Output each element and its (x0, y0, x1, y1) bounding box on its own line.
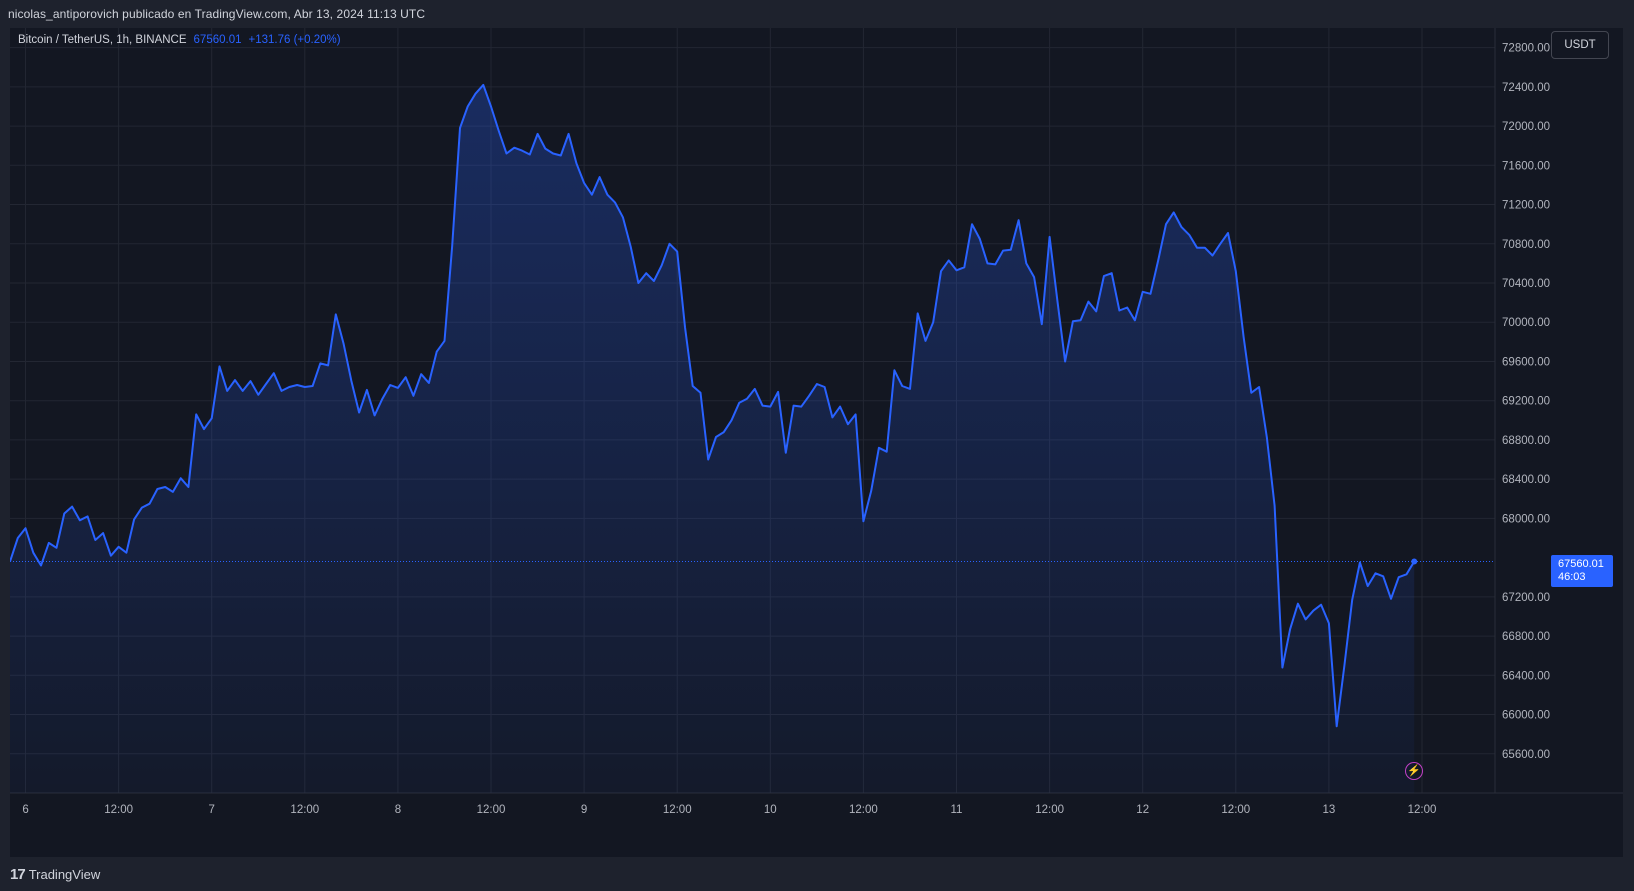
x-tick-label: 13 (1323, 804, 1336, 816)
x-tick-label: 12:00 (104, 804, 133, 816)
price-chart[interactable]: 72800.00 72400.00 72000.00 71600.00 71200.00… (10, 28, 1623, 857)
x-tick-label: 6 (22, 804, 28, 816)
y-tick-label: 70000.00 (1502, 317, 1550, 329)
y-tick-label: 68000.00 (1502, 513, 1550, 525)
tradingview-logo-icon[interactable]: 17 (10, 865, 26, 883)
x-tick-label: 12:00 (1408, 804, 1437, 816)
y-tick-label: 69200.00 (1502, 396, 1550, 408)
x-tick-label: 12:00 (849, 804, 878, 816)
y-tick-label: 72000.00 (1502, 121, 1550, 133)
x-tick-label: 10 (764, 804, 777, 816)
last-price-countdown: 46:03 (1558, 570, 1586, 583)
y-tick-label: 66800.00 (1502, 631, 1550, 643)
price-area-fill (10, 84, 1415, 793)
header-bar: nicolas_antiporovich publicado en Tradin… (0, 0, 1634, 28)
y-tick-label: 70800.00 (1502, 239, 1550, 251)
currency-selector-button[interactable]: USDT (1551, 31, 1609, 59)
y-tick-label: 71200.00 (1502, 200, 1550, 212)
x-tick-label: 9 (581, 804, 587, 816)
x-tick-label: 11 (951, 804, 963, 816)
legend-symbol[interactable]: Bitcoin / TetherUS, 1h, BINANCE (18, 34, 187, 46)
chart-legend[interactable]: Bitcoin / TetherUS, 1h, BINANCE 67560.01… (18, 34, 341, 46)
y-tick-label: 67200.00 (1502, 592, 1550, 604)
x-tick-label: 12:00 (290, 804, 319, 816)
y-tick-label: 66400.00 (1502, 670, 1550, 682)
y-tick-label: 65600.00 (1502, 749, 1550, 761)
last-price-tag: 67560.01 46:03 (1551, 554, 1613, 587)
legend-last-price: 67560.01 (193, 34, 242, 46)
y-tick-label: 68400.00 (1502, 474, 1550, 486)
tradingview-brand[interactable]: TradingView (28, 866, 101, 882)
last-price-tag-value: 67560.01 (1558, 557, 1604, 570)
chart-area[interactable]: 72800.00 72400.00 72000.00 71600.00 71200.00… (10, 28, 1623, 857)
footer-bar: 17 TradingView (0, 857, 1634, 891)
y-tick-label: 68800.00 (1502, 435, 1550, 447)
x-tick-label: 12:00 (477, 804, 506, 816)
currency-label: USDT (1564, 39, 1596, 51)
x-tick-label: 12 (1136, 804, 1149, 816)
y-tick-label: 72400.00 (1502, 82, 1550, 94)
price-series-line (10, 83, 1416, 728)
y-tick-label: 69600.00 (1502, 356, 1550, 368)
x-tick-label: 8 (395, 804, 401, 816)
legend-change: +131.76 (+0.20%) (248, 34, 341, 46)
y-tick-label: 66000.00 (1502, 710, 1550, 722)
x-tick-label: 7 (209, 804, 215, 816)
publisher-caption: nicolas_antiporovich publicado en Tradin… (8, 7, 426, 21)
x-tick-label: 12:00 (1035, 804, 1064, 816)
x-tick-label: 12:00 (1221, 804, 1250, 816)
y-tick-label: 70400.00 (1502, 278, 1550, 290)
y-tick-label: 71600.00 (1502, 160, 1550, 172)
y-tick-label: 72800.00 (1502, 43, 1550, 55)
last-price-point (1411, 558, 1418, 565)
x-tick-label: 12:00 (663, 804, 692, 816)
lightning-icon[interactable]: ⚡ (1405, 762, 1424, 780)
